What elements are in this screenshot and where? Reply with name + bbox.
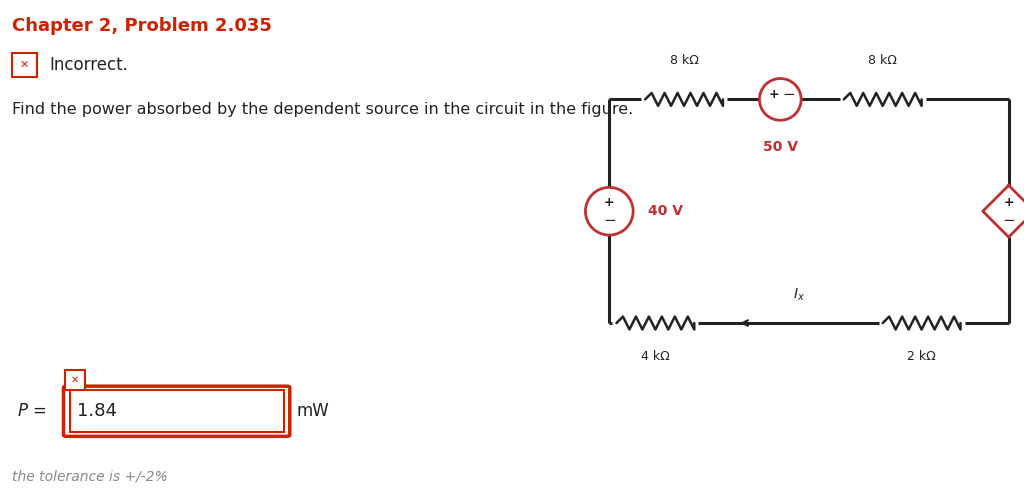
Text: 50 V: 50 V <box>763 140 798 154</box>
Text: Find the power absorbed by the dependent source in the circuit in the figure.: Find the power absorbed by the dependent… <box>12 102 634 117</box>
Text: the tolerance is +/-2%: the tolerance is +/-2% <box>12 470 168 484</box>
Text: +: + <box>769 87 779 101</box>
FancyBboxPatch shape <box>12 53 37 77</box>
Text: $P$ =: $P$ = <box>17 402 47 420</box>
Text: −: − <box>1002 213 1015 228</box>
Text: −: − <box>782 86 795 102</box>
FancyBboxPatch shape <box>63 386 290 436</box>
Text: +: + <box>1004 196 1014 209</box>
Text: mW: mW <box>297 402 330 420</box>
Text: ✕: ✕ <box>19 60 30 70</box>
Text: 40 V: 40 V <box>648 204 683 218</box>
Text: ✕: ✕ <box>71 375 79 385</box>
Text: $I_x$: $I_x$ <box>793 287 805 303</box>
Text: +: + <box>604 196 614 209</box>
Text: Incorrect.: Incorrect. <box>49 56 128 74</box>
Text: Chapter 2, Problem 2.035: Chapter 2, Problem 2.035 <box>12 17 272 35</box>
Text: 2 kΩ: 2 kΩ <box>907 350 936 363</box>
Text: 1.84: 1.84 <box>77 402 117 420</box>
FancyBboxPatch shape <box>65 370 85 390</box>
Text: −: − <box>603 213 615 228</box>
Text: 8 kΩ: 8 kΩ <box>670 54 698 67</box>
Text: 8 kΩ: 8 kΩ <box>868 54 897 67</box>
FancyBboxPatch shape <box>70 390 284 432</box>
Text: 4 kΩ: 4 kΩ <box>641 350 670 363</box>
